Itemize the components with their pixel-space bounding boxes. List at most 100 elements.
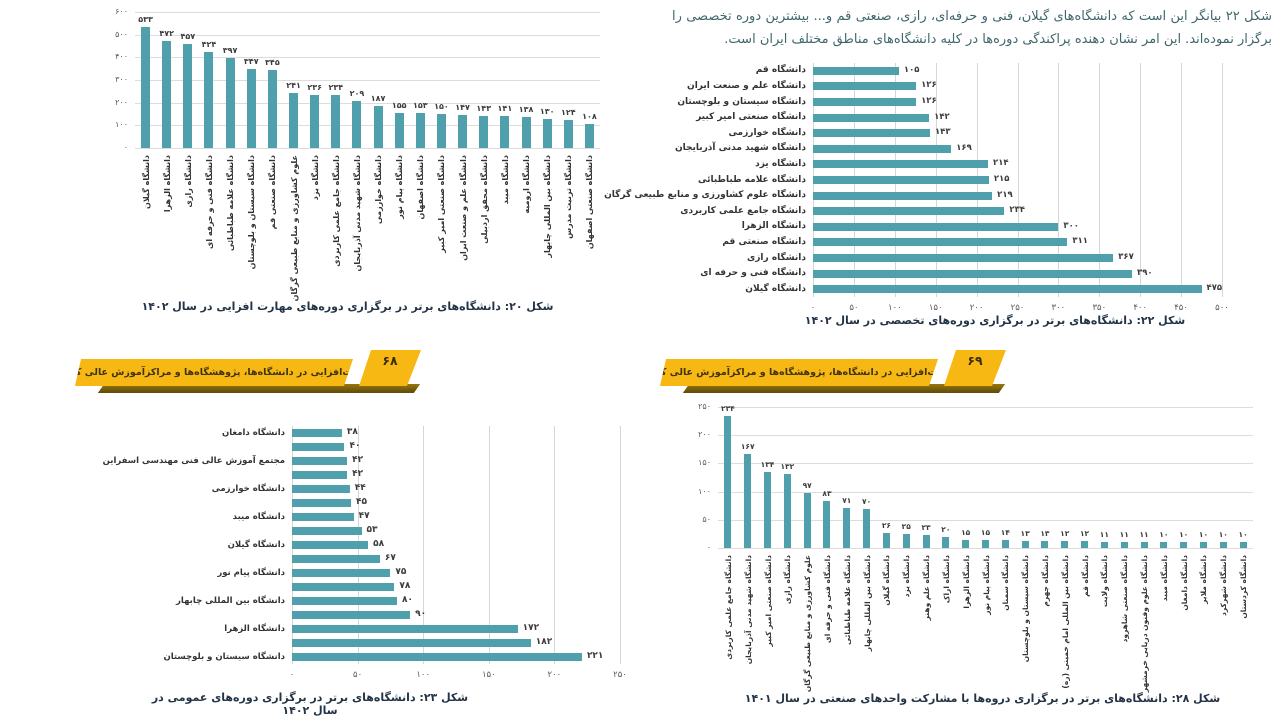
bar-value-label: ۱۲۴	[560, 107, 576, 117]
gridline	[718, 548, 1253, 549]
bar	[331, 94, 341, 148]
category-label: دانشگاه بین المللی چابهار	[543, 155, 553, 258]
bar	[373, 105, 383, 148]
bar-value-label: ۲۵	[901, 521, 911, 531]
axis-tick-label: ۱۵۰	[928, 303, 943, 313]
bar-value-label: ۲۳	[921, 523, 931, 533]
bar-value-label: ۳۹۷	[222, 46, 238, 55]
bar-value-label: ۲۳۴	[1009, 205, 1025, 216]
category-label: دانشگاه قم	[1080, 555, 1090, 597]
category-label: دانشگاه دامغان	[221, 427, 285, 438]
bar	[563, 119, 573, 148]
category-label: دانشگاه الزهرا	[224, 623, 285, 634]
gridline	[1058, 63, 1060, 297]
bar-value-label: ۴۷	[358, 511, 370, 521]
category-label: دانشگاه گیلان	[882, 555, 892, 606]
bar	[292, 569, 391, 577]
bar	[292, 485, 350, 493]
bar-value-label: ۵۸	[373, 539, 385, 549]
bar	[813, 113, 930, 122]
figure-22-description-paragraph: شکل ۲۲ بیانگر این است که دانشگاه‌های گیل…	[672, 9, 1272, 47]
axis-tick-label: ۱۵۰	[698, 458, 711, 468]
gridline	[718, 463, 1253, 465]
axis-tick-label: ۰	[810, 303, 816, 313]
category-label: دانشگاه گیلان	[227, 539, 285, 550]
category-label: علوم کشاورزی و منابع طبیعی گرگان	[289, 155, 299, 302]
bar	[141, 27, 151, 148]
gridline	[718, 435, 1253, 437]
bar	[813, 222, 1059, 231]
bar-value-label: ۵۳	[366, 525, 378, 535]
figure-22-specialized-courses-chart: شکل ۲۲: دانشگاه‌های برتر در برگزاری دوره…	[604, 58, 1235, 343]
bar	[415, 113, 425, 148]
page-banner-right: ۶۹ مهارت‌افزایی در دانشگاه‌ها، پژوهشگاه‌…	[660, 350, 1010, 398]
bar-value-label: ۳۴۵	[265, 57, 280, 67]
bar-value-label: ۱۰	[1179, 530, 1189, 540]
category-label: دانشگاه سیستان و بلوچستان	[247, 155, 257, 270]
category-label: دانشگاه علم و صنعت ایران	[458, 155, 468, 261]
bar	[922, 535, 930, 548]
bar	[882, 533, 890, 548]
category-label: دانشگاه رازی	[183, 155, 193, 208]
bar-value-label: ۱۴۳	[476, 103, 492, 113]
bar-value-label: ۱۳	[1020, 528, 1030, 538]
category-label: دانشگاه بین المللی چابهار	[175, 595, 285, 606]
bar	[813, 144, 952, 153]
bar-value-label: ۸۳	[822, 489, 832, 499]
category-label: دانشگاه علم و صنعت ایران	[687, 80, 806, 91]
category-label: دانشگاه فنی و حرفه ای	[700, 268, 806, 279]
figure-28-industry-partnership-chart: شکل ۲۸: دانشگاه‌های برتر در برگزاری دروه…	[695, 392, 1270, 718]
category-label: دانشگاه صنعتی اصفهان	[585, 155, 595, 250]
gridline	[135, 80, 600, 81]
bar	[292, 625, 518, 633]
gridline	[1099, 63, 1101, 297]
bar-value-label: ۴۴	[354, 483, 366, 493]
banner-page-number-piece: ۶۸	[359, 350, 421, 386]
bar	[744, 453, 752, 548]
category-label: دانشگاه علامه طباطبائی	[698, 174, 806, 185]
bar	[292, 499, 352, 507]
axis-tick-label: ۵۰	[849, 303, 859, 313]
category-label: دانشگاه یزد	[902, 555, 912, 598]
category-label: دانشگاه گیلان	[745, 283, 806, 294]
figure-23-caption: شکل ۲۳: دانشگاه‌های برتر در برگزاری دوره…	[151, 691, 469, 717]
bar	[813, 176, 989, 184]
bar	[764, 472, 772, 548]
bar-value-label: ۱۲۶	[921, 80, 937, 91]
category-label: دانشگاه ولایت	[1100, 555, 1110, 608]
category-label: دانشگاه شهید مدنی آذربایجان	[352, 155, 362, 272]
bar	[813, 98, 917, 106]
axis-tick-label: ۰	[289, 670, 295, 680]
bar-value-label: ۵۳۳	[138, 15, 153, 25]
figure-22-caption: شکل ۲۲: دانشگاه‌های برتر در برگزاری دوره…	[804, 314, 1186, 327]
bar	[1100, 541, 1108, 548]
bar-value-label: ۲۳۶	[307, 82, 322, 92]
gridline	[423, 426, 425, 664]
bar-value-label: ۷۰	[862, 496, 872, 506]
bar	[942, 536, 950, 548]
bar	[292, 443, 345, 451]
axis-tick-label: ۴۰۰	[1133, 303, 1148, 313]
bar	[1140, 541, 1148, 548]
axis-tick-label: ۳۵۰	[1092, 303, 1107, 313]
bar-value-label: ۱۳۴	[760, 460, 775, 470]
bar	[479, 115, 489, 148]
bar-value-label: ۱۰	[1218, 530, 1228, 540]
bar	[783, 473, 791, 548]
gridline	[1222, 63, 1223, 297]
bar	[292, 541, 369, 549]
category-label: دانشگاه خوارزمی	[211, 483, 285, 494]
bar	[584, 123, 594, 148]
axis-tick-label: ۱۰۰	[698, 486, 711, 496]
axis-tick-label: ۵۰۰	[115, 29, 128, 39]
category-label: دانشگاه یزد	[310, 155, 320, 201]
bar	[225, 58, 235, 148]
bar-value-label: ۱۴۱	[497, 104, 513, 114]
bar-value-label: ۱۶۷	[740, 441, 755, 451]
bar-value-label: ۹۷	[802, 481, 812, 491]
bar	[1180, 542, 1188, 548]
bar-value-label: ۱۱	[1119, 529, 1129, 539]
category-label: دانشگاه خوارزمی	[374, 155, 384, 224]
bar-value-label: ۱۲۶	[921, 96, 937, 106]
gridline	[1181, 63, 1183, 297]
